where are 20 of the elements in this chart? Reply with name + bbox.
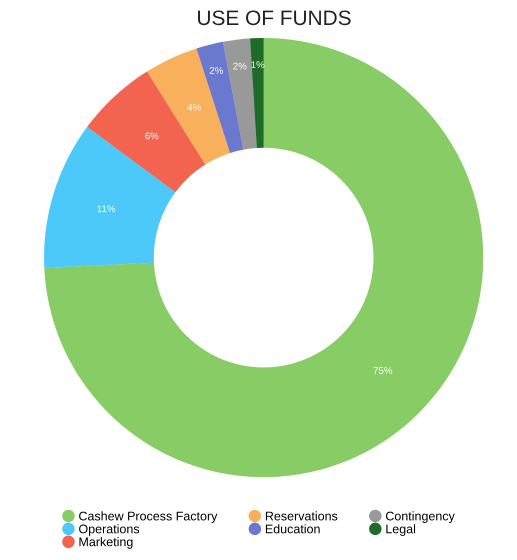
data-label: 6% [145, 132, 158, 140]
donut-slice [147, 48, 230, 165]
donut-slice [250, 38, 264, 148]
legend-label: Reservations [266, 511, 338, 520]
data-label: 2% [233, 62, 247, 70]
legend-label: Education [266, 524, 320, 534]
legend-label: Marketing [79, 537, 133, 549]
legend-label: Cashew Process Factory [79, 511, 218, 523]
donut-slice [87, 72, 206, 192]
legend-label: Contingency [386, 511, 455, 523]
donut-slice [44, 38, 484, 478]
data-label: 4% [187, 104, 201, 111]
data-label: 11% [97, 205, 116, 212]
data-label: 2% [210, 67, 224, 74]
chart-title: USE OF FUNDS [198, 10, 351, 26]
data-label: 75% [374, 367, 392, 374]
donut-slice [44, 126, 176, 268]
legend-label: Legal [386, 524, 416, 536]
legend-label: Operations [79, 524, 140, 536]
data-label: 1% [251, 61, 264, 68]
